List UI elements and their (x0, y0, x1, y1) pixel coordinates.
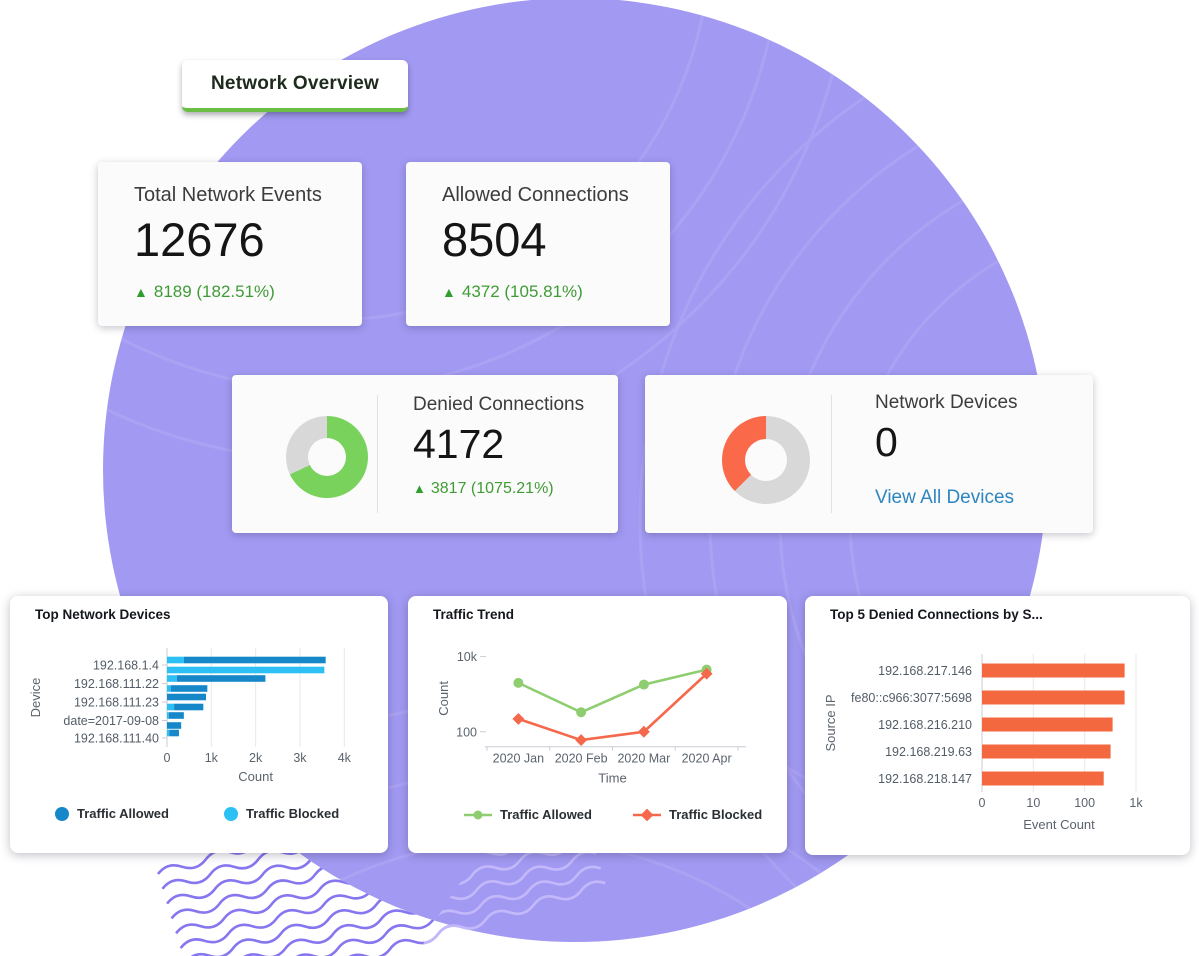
chart-card-top-network-devices: Top Network Devices 0 1k 2k 3k 4k 192.168.1.4… (10, 596, 388, 853)
donut-hole (745, 439, 787, 481)
legend-line-marker-icon (464, 810, 492, 819)
divider (377, 395, 378, 513)
svg-text:fe80::c966:3077:5698: fe80::c966:3077:5698 (851, 691, 972, 705)
chart-card-top5-denied-connections: Top 5 Denied Connections by S... 0 10 100 1… (805, 596, 1190, 855)
donut-card-denied-connections: Denied Connections 4172 ▲ 3817 (1075.21%) (232, 375, 618, 533)
svg-text:0: 0 (164, 751, 171, 765)
svg-text:0: 0 (979, 796, 986, 810)
trend-up-icon: ▲ (442, 284, 456, 301)
svg-text:192.168.111.22: 192.168.111.22 (74, 677, 159, 691)
svg-text:2020 Apr: 2020 Apr (682, 752, 732, 766)
svg-text:Count: Count (238, 769, 273, 784)
kpi-delta: ▲ 8189 (182.51%) (134, 282, 362, 302)
svg-text:Source IP: Source IP (823, 694, 838, 751)
svg-text:Event Count: Event Count (1023, 817, 1095, 832)
legend-dot-icon (223, 806, 238, 821)
kpi-value: 12676 (134, 213, 265, 266)
page-title: Network Overview (211, 73, 379, 94)
chart-title: Traffic Trend (433, 607, 515, 622)
svg-text:2020 Jan: 2020 Jan (493, 752, 544, 766)
page-title-banner: Network Overview (182, 60, 408, 112)
svg-text:Device: Device (28, 678, 43, 718)
svg-text:192.168.1.4: 192.168.1.4 (93, 659, 159, 673)
svg-text:100: 100 (456, 725, 477, 739)
svg-text:1k: 1k (1129, 796, 1143, 810)
donut-card-delta: ▲ 3817 (1075.21%) (413, 480, 554, 498)
top-network-devices-chart: 0 1k 2k 3k 4k 192.168.1.4 192.168.111.22 192.16… (28, 648, 352, 784)
svg-text:100: 100 (1074, 796, 1095, 810)
trend-up-icon: ▲ (413, 481, 426, 496)
legend-item-traffic-allowed[interactable]: Traffic Allowed (463, 807, 592, 822)
legend-item-allowed[interactable]: Traffic Allowed (55, 806, 169, 821)
donut-card-value: 4172 (413, 421, 505, 467)
donut-card-label: Network Devices (875, 392, 1018, 413)
kpi-delta-text: 4372 (105.81%) (461, 282, 583, 302)
kpi-delta: ▲ 4372 (105.81%) (442, 282, 670, 302)
divider (831, 395, 832, 513)
legend-item-blocked[interactable]: Traffic Blocked (223, 806, 339, 821)
chart-title: Top Network Devices (35, 607, 171, 622)
chart-title: Top 5 Denied Connections by S... (830, 607, 1043, 622)
donut-delta-text: 3817 (1075.21%) (430, 480, 554, 497)
svg-text:10k: 10k (457, 650, 478, 664)
chart-card-traffic-trend: Traffic Trend 10k 100 2020 Jan 2020 Feb 2020… (408, 596, 787, 853)
svg-text:2020 Feb: 2020 Feb (555, 752, 608, 766)
donut-hole (308, 438, 346, 476)
svg-text:192.168.216.210: 192.168.216.210 (878, 718, 972, 732)
svg-text:192.168.111.40: 192.168.111.40 (74, 732, 159, 746)
kpi-label: Allowed Connections (442, 184, 629, 206)
svg-text:192.168.218.147: 192.168.218.147 (878, 772, 972, 786)
kpi-card-total-network-events: Total Network Events 12676 ▲ 8189 (182.51… (98, 162, 362, 326)
svg-text:1k: 1k (205, 751, 219, 765)
svg-text:2k: 2k (249, 751, 263, 765)
chart-legend: Traffic Allowed Traffic Blocked (408, 807, 787, 822)
svg-text:10: 10 (1026, 796, 1040, 810)
kpi-label: Total Network Events (134, 184, 322, 206)
svg-text:192.168.219.63: 192.168.219.63 (885, 745, 972, 759)
svg-text:192.168.217.146: 192.168.217.146 (878, 664, 972, 678)
donut-card-network-devices: Network Devices 0 View All Devices (645, 375, 1093, 533)
trend-up-icon: ▲ (134, 284, 148, 301)
svg-text:192.168.111.23: 192.168.111.23 (74, 696, 159, 710)
view-all-devices-link[interactable]: View All Devices (875, 487, 1015, 508)
svg-text:2020 Mar: 2020 Mar (617, 752, 670, 766)
chart-legend: Traffic Allowed Traffic Blocked (10, 806, 388, 821)
kpi-value: 8504 (442, 213, 547, 266)
donut-card-value: 0 (875, 419, 898, 465)
legend-line-marker-icon (632, 808, 661, 821)
kpi-card-allowed-connections: Allowed Connections 8504 ▲ 4372 (105.81%) (406, 162, 670, 326)
svg-text:4k: 4k (338, 751, 352, 765)
legend-item-traffic-blocked[interactable]: Traffic Blocked (632, 807, 762, 822)
legend-dot-icon (55, 806, 69, 821)
svg-text:Time: Time (598, 771, 626, 786)
svg-text:3k: 3k (293, 751, 307, 765)
svg-text:date=2017-09-08: date=2017-09-08 (63, 714, 159, 728)
donut-card-label: Denied Connections (413, 394, 585, 415)
top5-denied-connections-chart: 0 10 100 1k 192.168.217.146fe80::c966:3077:5… (823, 654, 1143, 832)
traffic-trend-chart: 10k 100 2020 Jan 2020 Feb 2020 Mar 2020 Apr Ti… (436, 650, 746, 786)
kpi-delta-text: 8189 (182.51%) (153, 282, 275, 302)
svg-text:Count: Count (436, 681, 451, 716)
